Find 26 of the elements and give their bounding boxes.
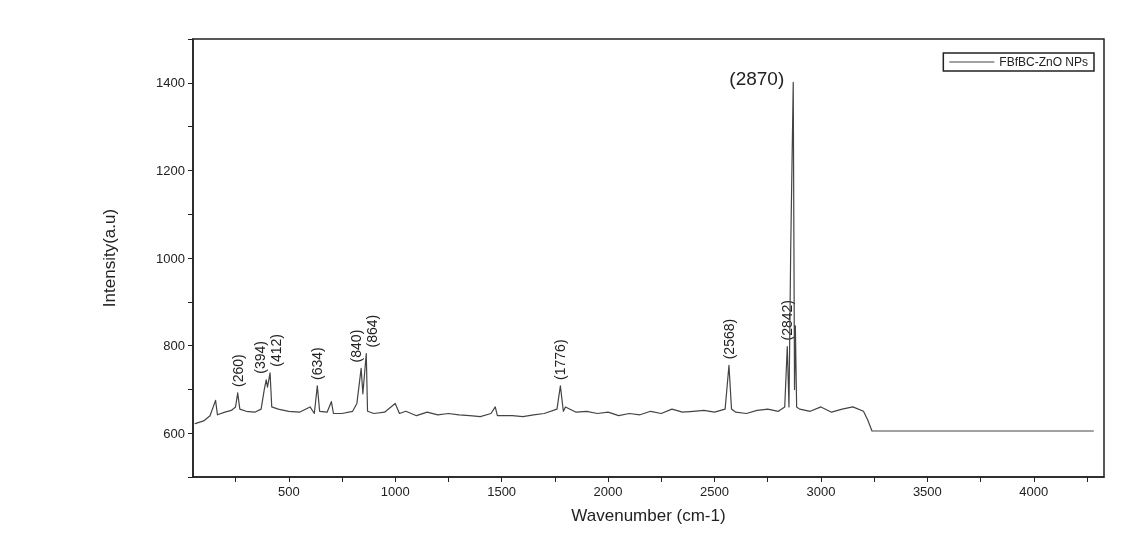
x-tick-label: 2500 <box>700 484 729 499</box>
x-axis-title: Wavenumber (cm-1) <box>571 506 726 525</box>
y-tick-label: 800 <box>163 338 185 354</box>
annotation: (394) <box>252 341 269 374</box>
annotation: (634) <box>309 347 326 380</box>
x-tick-label: 2000 <box>593 484 623 499</box>
legend-label: FBfBC-ZnO NPs <box>999 55 1089 69</box>
x-tick-label: 1500 <box>487 484 517 499</box>
y-tick-label: 600 <box>163 425 185 441</box>
annotation: (1776) <box>552 339 569 380</box>
annotation: (840) <box>347 329 364 363</box>
x-tick-label: 3000 <box>806 484 836 499</box>
x-tick-label: 1000 <box>380 484 410 499</box>
annotation: (260) <box>229 354 246 387</box>
x-tick-label: 3500 <box>912 484 942 499</box>
x-tick-label: 4000 <box>1019 484 1049 499</box>
y-tick-label: 1200 <box>156 162 185 178</box>
annotation: (412) <box>268 334 285 367</box>
annotation: (2568) <box>720 318 737 360</box>
annotation: (2870) <box>729 67 785 89</box>
annotation: (2842) <box>779 300 796 341</box>
y-tick-label: 1000 <box>156 250 185 266</box>
y-axis-title: Intensity(a.u) <box>100 208 119 308</box>
annotation: (864) <box>363 314 380 348</box>
x-tick-label: 500 <box>277 484 300 499</box>
y-tick-label: 1400 <box>156 75 185 91</box>
